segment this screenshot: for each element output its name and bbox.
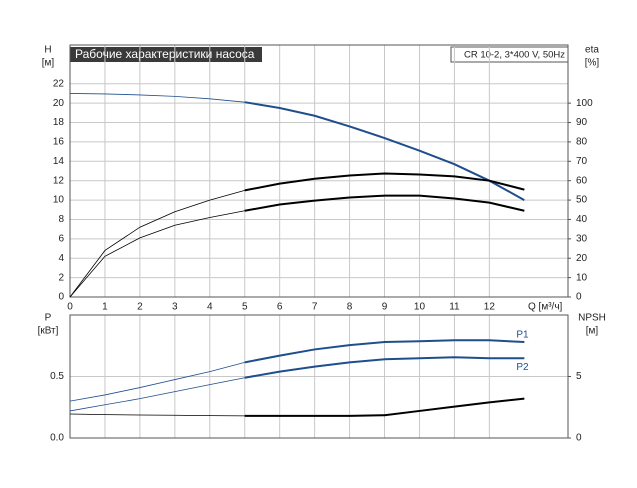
curve-operating <box>244 194 525 212</box>
y2-tick-label: 20 <box>576 253 588 264</box>
curve-operating <box>244 397 525 417</box>
y2-tick-label: 0 <box>576 292 582 303</box>
x-tick-label: 7 <box>312 302 318 313</box>
y-tick-label: 14 <box>53 156 65 167</box>
x-tick-label: 1 <box>102 302 108 313</box>
y2-tick-label: 70 <box>576 156 588 167</box>
curve-operating <box>244 101 525 201</box>
y-tick-label: 20 <box>53 98 65 109</box>
x-tick-label: 10 <box>414 302 426 313</box>
y2-tick-label: 0 <box>576 433 582 444</box>
y-axis-unit: [м] <box>42 58 55 69</box>
y-tick-label: 22 <box>53 78 65 89</box>
curve-operating <box>244 172 525 192</box>
y2-tick-label: 60 <box>576 175 588 186</box>
y-tick-label: 6 <box>58 233 64 244</box>
y2-tick-label: 40 <box>576 214 588 225</box>
y-axis-label: H <box>44 45 51 56</box>
x-tick-label: 4 <box>207 302 213 313</box>
plot-frame <box>69 44 569 298</box>
y2-axis-label: eta <box>585 45 599 56</box>
y-axis-label: P <box>45 313 52 324</box>
y-tick-label: 12 <box>53 175 65 186</box>
y2-tick-label: 90 <box>576 117 588 128</box>
x-tick-label: 9 <box>382 302 388 313</box>
title-box <box>70 47 262 62</box>
series-label: P2 <box>516 362 529 373</box>
x-axis-label: Q [м³/ч] <box>528 302 563 313</box>
x-tick-label: 6 <box>277 302 283 313</box>
x-tick-label: 3 <box>172 302 178 313</box>
y2-axis-label: NPSH <box>578 313 606 324</box>
y-tick-label: 0.0 <box>50 433 64 444</box>
y-axis-unit: [кВт] <box>38 326 59 337</box>
y-tick-label: 2 <box>58 272 64 283</box>
x-tick-label: 5 <box>242 302 248 313</box>
y-tick-label: 0.5 <box>50 371 64 382</box>
y2-tick-label: 50 <box>576 195 588 206</box>
y-tick-label: 8 <box>58 214 64 225</box>
series-label: P1 <box>516 330 529 341</box>
x-tick-label: 11 <box>449 302 460 313</box>
y-tick-label: 10 <box>53 195 65 206</box>
y-tick-label: 18 <box>53 117 65 128</box>
curve-operating <box>244 356 525 379</box>
chart-title: Рабочие характеристики насоса <box>75 47 255 61</box>
y2-tick-label: 10 <box>576 272 588 283</box>
plot-frame <box>69 314 569 439</box>
x-tick-label: 8 <box>347 302 353 313</box>
y2-axis-unit: [%] <box>585 58 600 69</box>
curve-operating <box>244 339 525 364</box>
y2-tick-label: 5 <box>576 371 582 382</box>
y-tick-label: 4 <box>58 253 64 264</box>
y-tick-label: 16 <box>53 137 65 148</box>
x-tick-label: 12 <box>484 302 496 313</box>
y2-tick-label: 100 <box>576 98 593 109</box>
y2-tick-label: 30 <box>576 233 588 244</box>
chart-subtitle: CR 10-2, 3*400 V, 50Hz <box>464 50 565 61</box>
x-tick-label: 2 <box>137 302 143 313</box>
y2-tick-label: 80 <box>576 137 588 148</box>
y2-axis-unit: [м] <box>586 326 599 337</box>
x-tick-label: 0 <box>67 302 73 313</box>
y-tick-label: 0 <box>58 292 64 303</box>
